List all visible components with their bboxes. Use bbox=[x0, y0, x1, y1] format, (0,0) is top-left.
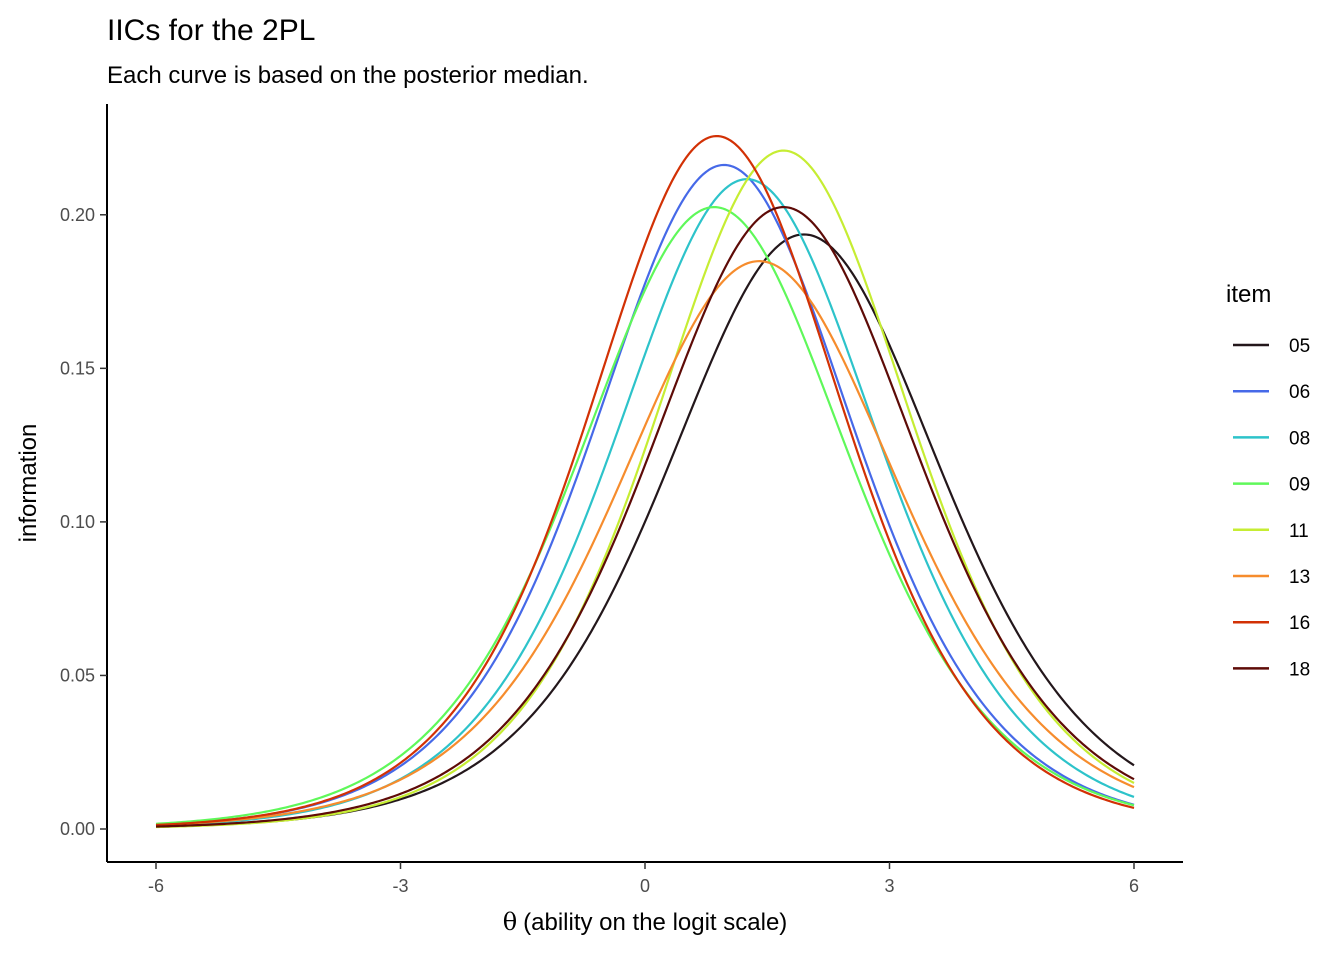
chart-subtitle: Each curve is based on the posterior med… bbox=[107, 62, 589, 89]
legend-label-18: 18 bbox=[1289, 659, 1310, 680]
curve-item-06 bbox=[155, 163, 1135, 827]
x-tick-label: 3 bbox=[884, 876, 894, 896]
y-tick-label: 0.10 bbox=[60, 512, 95, 532]
x-tick-label: 0 bbox=[640, 876, 650, 896]
y-tick-label: 0.00 bbox=[60, 819, 95, 839]
x-axis-title-text: (ability on the logit scale) bbox=[523, 909, 787, 936]
legend-item-11: 11 bbox=[1233, 521, 1309, 542]
legend: item 05 06 08 09 11 13 16 18 bbox=[1226, 281, 1310, 680]
theta-symbol: θ bbox=[503, 908, 517, 936]
legend-item-05: 05 bbox=[1233, 336, 1310, 357]
curve-layer bbox=[155, 135, 1135, 829]
plot-panel: -6 -3 0 3 6 0.00 0.05 0.10 0.15 0.20 bbox=[60, 104, 1183, 896]
legend-label-09: 09 bbox=[1289, 475, 1310, 496]
legend-item-13: 13 bbox=[1233, 567, 1310, 588]
legend-item-18: 18 bbox=[1233, 659, 1310, 680]
curve-item-09 bbox=[155, 206, 1135, 825]
curve-item-05 bbox=[155, 233, 1135, 828]
curve-item-08 bbox=[155, 178, 1135, 827]
legend-label-16: 16 bbox=[1289, 613, 1310, 634]
chart-title: IICs for the 2PL bbox=[107, 14, 315, 47]
legend-item-06: 06 bbox=[1233, 382, 1310, 403]
curve-item-18 bbox=[155, 206, 1135, 828]
legend-label-08: 08 bbox=[1289, 428, 1310, 449]
x-axis-ticks: -6 -3 0 3 6 bbox=[148, 862, 1139, 896]
y-axis-ticks: 0.00 0.05 0.10 0.15 0.20 bbox=[60, 205, 107, 839]
y-tick-label: 0.15 bbox=[60, 358, 95, 378]
legend-item-08: 08 bbox=[1233, 428, 1310, 449]
x-axis-title: θ (ability on the logit scale) bbox=[503, 908, 788, 936]
legend-label-06: 06 bbox=[1289, 382, 1310, 403]
legend-items: 05 06 08 09 11 13 16 18 bbox=[1233, 336, 1310, 680]
legend-label-11: 11 bbox=[1289, 521, 1309, 542]
legend-title: item bbox=[1226, 281, 1271, 308]
x-tick-label: -3 bbox=[392, 876, 408, 896]
y-tick-label: 0.20 bbox=[60, 205, 95, 225]
y-axis-title: information bbox=[15, 424, 42, 543]
legend-label-13: 13 bbox=[1289, 567, 1310, 588]
y-tick-label: 0.05 bbox=[60, 665, 95, 685]
curve-item-11 bbox=[155, 149, 1135, 829]
x-tick-label: 6 bbox=[1129, 876, 1139, 896]
legend-item-16: 16 bbox=[1233, 613, 1310, 634]
curve-item-13 bbox=[155, 260, 1135, 827]
curve-item-16 bbox=[155, 135, 1135, 827]
legend-item-09: 09 bbox=[1233, 475, 1310, 496]
legend-label-05: 05 bbox=[1289, 336, 1310, 357]
x-tick-label: -6 bbox=[148, 876, 164, 896]
